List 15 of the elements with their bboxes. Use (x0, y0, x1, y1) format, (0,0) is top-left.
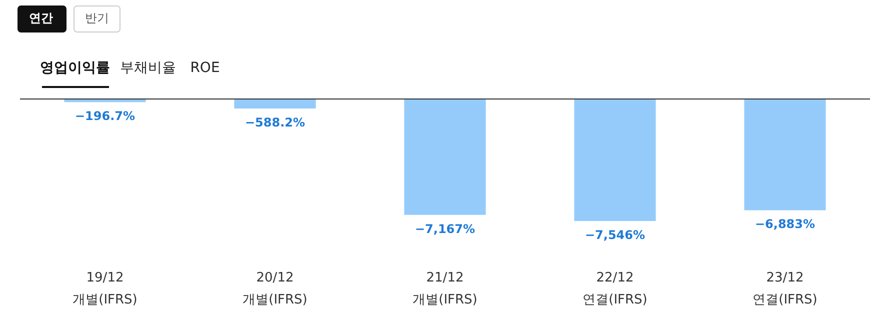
text: 영업이익률 (40, 60, 110, 76)
x-tick-label: 20/12 개별(IFRS) (242, 270, 308, 308)
data-label: −6,883% (754, 217, 816, 232)
data-label: −7,546% (584, 228, 646, 242)
data-label: −7,167% (414, 222, 476, 236)
text: ROE (190, 60, 220, 76)
text: 부채비율 (120, 60, 176, 76)
text: 반기 (85, 11, 109, 25)
data-label: −588.2% (244, 116, 306, 130)
x-tick-label: 23/12 연결(IFRS) (752, 270, 818, 308)
x-tick-label: 21/12 개별(IFRS) (412, 270, 478, 308)
text: 연간 (29, 11, 53, 25)
x-tick-label: 22/12 연결(IFRS) (582, 270, 648, 308)
data-label: −196.7% (74, 109, 136, 124)
x-tick-label: 19/12 개별(IFRS) (72, 270, 138, 308)
